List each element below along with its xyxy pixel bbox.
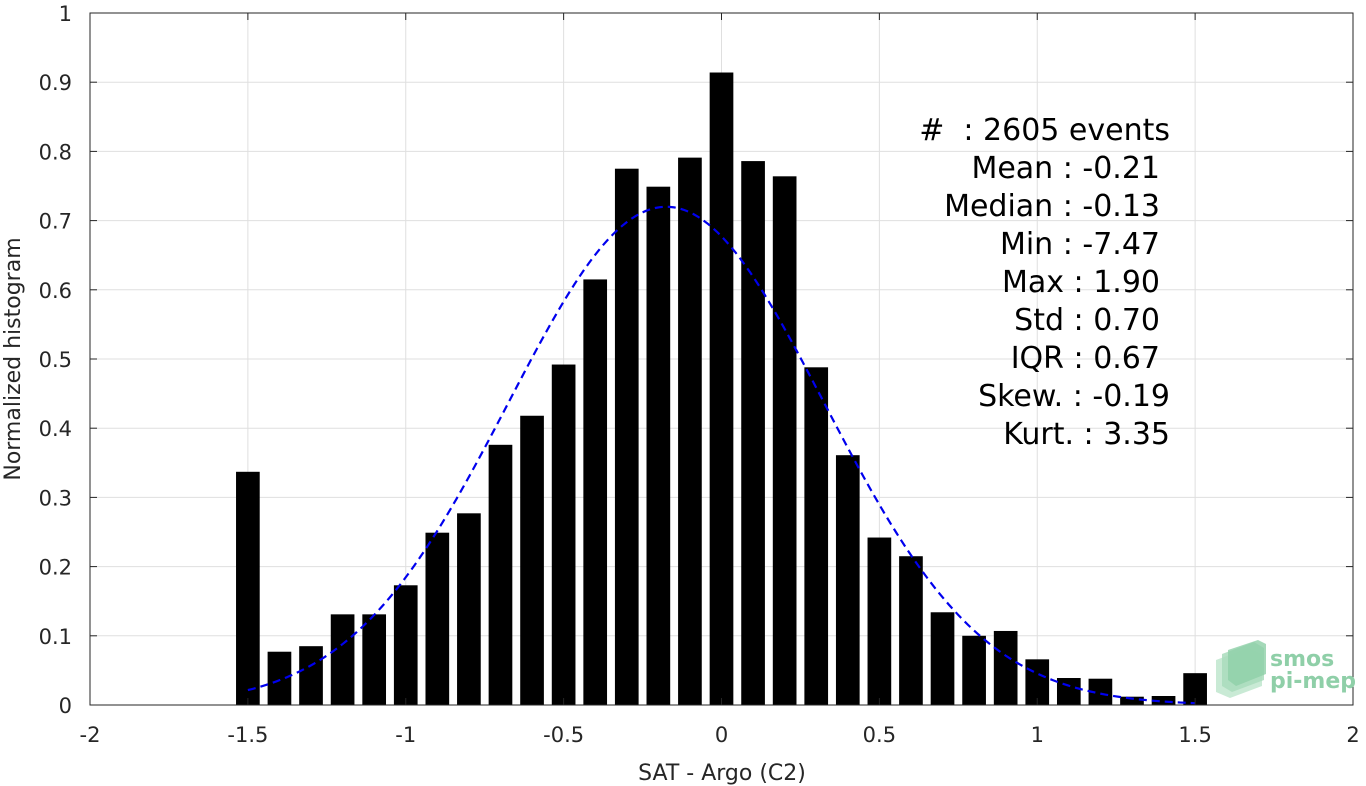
histogram-bar xyxy=(804,367,829,705)
histogram-bar xyxy=(962,635,986,705)
x-tick-label: 1.5 xyxy=(1178,723,1211,747)
stat-skew: Skew. : -0.19 xyxy=(978,379,1170,414)
y-axis-label: Normalized histogram xyxy=(1,237,26,480)
histogram-bar xyxy=(551,364,576,705)
y-tick-label: 0.1 xyxy=(39,625,72,649)
histogram-bar xyxy=(393,585,418,705)
histogram-bar xyxy=(709,72,734,705)
stat-std: Std : 0.70 xyxy=(1014,303,1160,338)
histogram-bar xyxy=(1151,696,1176,705)
histogram-bar xyxy=(1056,678,1081,705)
histogram-bar xyxy=(678,157,702,706)
statistics-annotation: # : 2605 events Mean : -0.21 Median : -0… xyxy=(919,113,1170,452)
histogram-bar xyxy=(646,186,671,705)
y-tick-label: 0.9 xyxy=(39,71,72,95)
stat-mean: Mean : -0.21 xyxy=(971,151,1160,186)
histogram-bar xyxy=(772,176,797,705)
histogram-bar xyxy=(236,471,260,705)
y-tick-label: 0.5 xyxy=(39,348,72,372)
smos-pimep-logo: smos pi-mep xyxy=(1216,640,1356,698)
histogram-bar xyxy=(425,532,450,705)
histogram-bars xyxy=(236,72,1207,706)
y-tick-label: 0.6 xyxy=(39,279,72,303)
logo-text-line2: pi-mep xyxy=(1270,669,1356,694)
stat-max: Max : 1.90 xyxy=(1002,265,1160,300)
histogram-bar xyxy=(299,646,323,705)
histogram-bar xyxy=(583,279,608,705)
x-tick-labels: -2 -1.5 -1 -0.5 0 0.5 1 1.5 2 xyxy=(80,723,1360,747)
x-tick-label: -2 xyxy=(80,723,101,747)
x-axis-label: SAT - Argo (C2) xyxy=(638,761,806,786)
histogram-bar xyxy=(741,161,765,705)
stat-events: # : 2605 events xyxy=(919,113,1170,148)
logo-text-line1: smos xyxy=(1270,647,1334,672)
x-tick-label: 2 xyxy=(1346,723,1359,747)
histogram-bar xyxy=(362,614,387,705)
x-tick-label: -1.5 xyxy=(227,723,268,747)
histogram-bar xyxy=(1183,673,1207,705)
histogram-bar xyxy=(520,415,544,705)
x-tick-label: 0 xyxy=(715,723,728,747)
histogram-bar xyxy=(1120,696,1144,705)
histogram-bar xyxy=(614,168,639,705)
histogram-bar xyxy=(457,513,481,705)
x-tick-label: 1 xyxy=(1031,723,1044,747)
y-tick-label: 0.4 xyxy=(39,417,72,441)
histogram-bar xyxy=(267,651,292,705)
y-tick-label: 0 xyxy=(59,694,72,718)
stat-median: Median : -0.13 xyxy=(944,189,1160,224)
y-tick-label: 0.7 xyxy=(39,210,72,234)
y-tick-labels: 0 0.1 0.2 0.3 0.4 0.5 0.6 0.7 0.8 0.9 1 xyxy=(39,2,72,718)
histogram-bar xyxy=(488,444,513,705)
stat-iqr: IQR : 0.67 xyxy=(1011,341,1160,376)
stat-min: Min : -7.47 xyxy=(1000,227,1160,262)
histogram-bar xyxy=(330,614,355,705)
logo-layers-icon xyxy=(1216,640,1266,698)
stat-kurt: Kurt. : 3.35 xyxy=(1003,417,1170,452)
histogram-bar xyxy=(1088,678,1113,705)
x-tick-label: -0.5 xyxy=(543,723,584,747)
y-tick-label: 1 xyxy=(59,2,72,26)
y-tick-label: 0.8 xyxy=(39,140,72,164)
x-tick-label: -1 xyxy=(395,723,416,747)
histogram-bar xyxy=(899,556,923,705)
y-tick-label: 0.3 xyxy=(39,486,72,510)
y-tick-label: 0.2 xyxy=(39,556,72,580)
x-tick-label: 0.5 xyxy=(863,723,896,747)
histogram-bar xyxy=(930,612,955,705)
histogram-bar xyxy=(867,537,892,705)
histogram-bar xyxy=(993,630,1018,705)
axis-ticks xyxy=(89,12,1354,706)
gaussian-fit-curve xyxy=(247,205,1196,705)
histogram-bar xyxy=(835,455,860,705)
